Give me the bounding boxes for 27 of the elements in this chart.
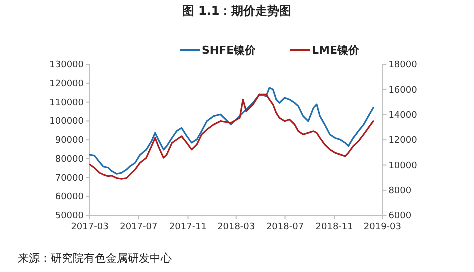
chart-title: 图 1.1：期价走势图 <box>182 4 292 18</box>
y2-tick-label: 6000 <box>388 212 412 222</box>
x-tick-label: 2017-07 <box>120 222 158 233</box>
y-tick-label: 120000 <box>50 79 84 90</box>
legend-label: LME镍价 <box>312 44 360 57</box>
y-tick-label: 80000 <box>55 154 84 165</box>
y-tick-label: 60000 <box>55 192 84 203</box>
y2-tick-label: 10000 <box>388 161 418 172</box>
x-tick-label: 2019-03 <box>364 222 402 233</box>
y2-tick-label: 16000 <box>388 86 418 96</box>
y-tick-label: 70000 <box>55 174 84 184</box>
x-tick-label: 2017-11 <box>169 222 208 233</box>
y-tick-label: 50000 <box>55 212 84 222</box>
x-tick-label: 2017-03 <box>71 222 109 233</box>
y2-tick-label: 8000 <box>388 186 412 196</box>
y2-tick-label: 18000 <box>388 60 418 71</box>
x-tick-label: 2018-11 <box>316 222 354 233</box>
y-tick-label: 90000 <box>55 136 84 146</box>
y2-tick-label: 14000 <box>388 110 418 121</box>
x-tick-label: 2018-07 <box>266 222 304 233</box>
y-tick-label: 130000 <box>50 60 84 71</box>
y-tick-label: 100000 <box>50 117 84 128</box>
y2-tick-label: 12000 <box>388 136 418 146</box>
source-note: 来源：研究院有色金属研发中心 <box>18 252 172 265</box>
x-tick-label: 2018-03 <box>218 222 256 233</box>
legend-label: SHFE镍价 <box>202 44 258 57</box>
y-tick-label: 110000 <box>50 98 84 108</box>
